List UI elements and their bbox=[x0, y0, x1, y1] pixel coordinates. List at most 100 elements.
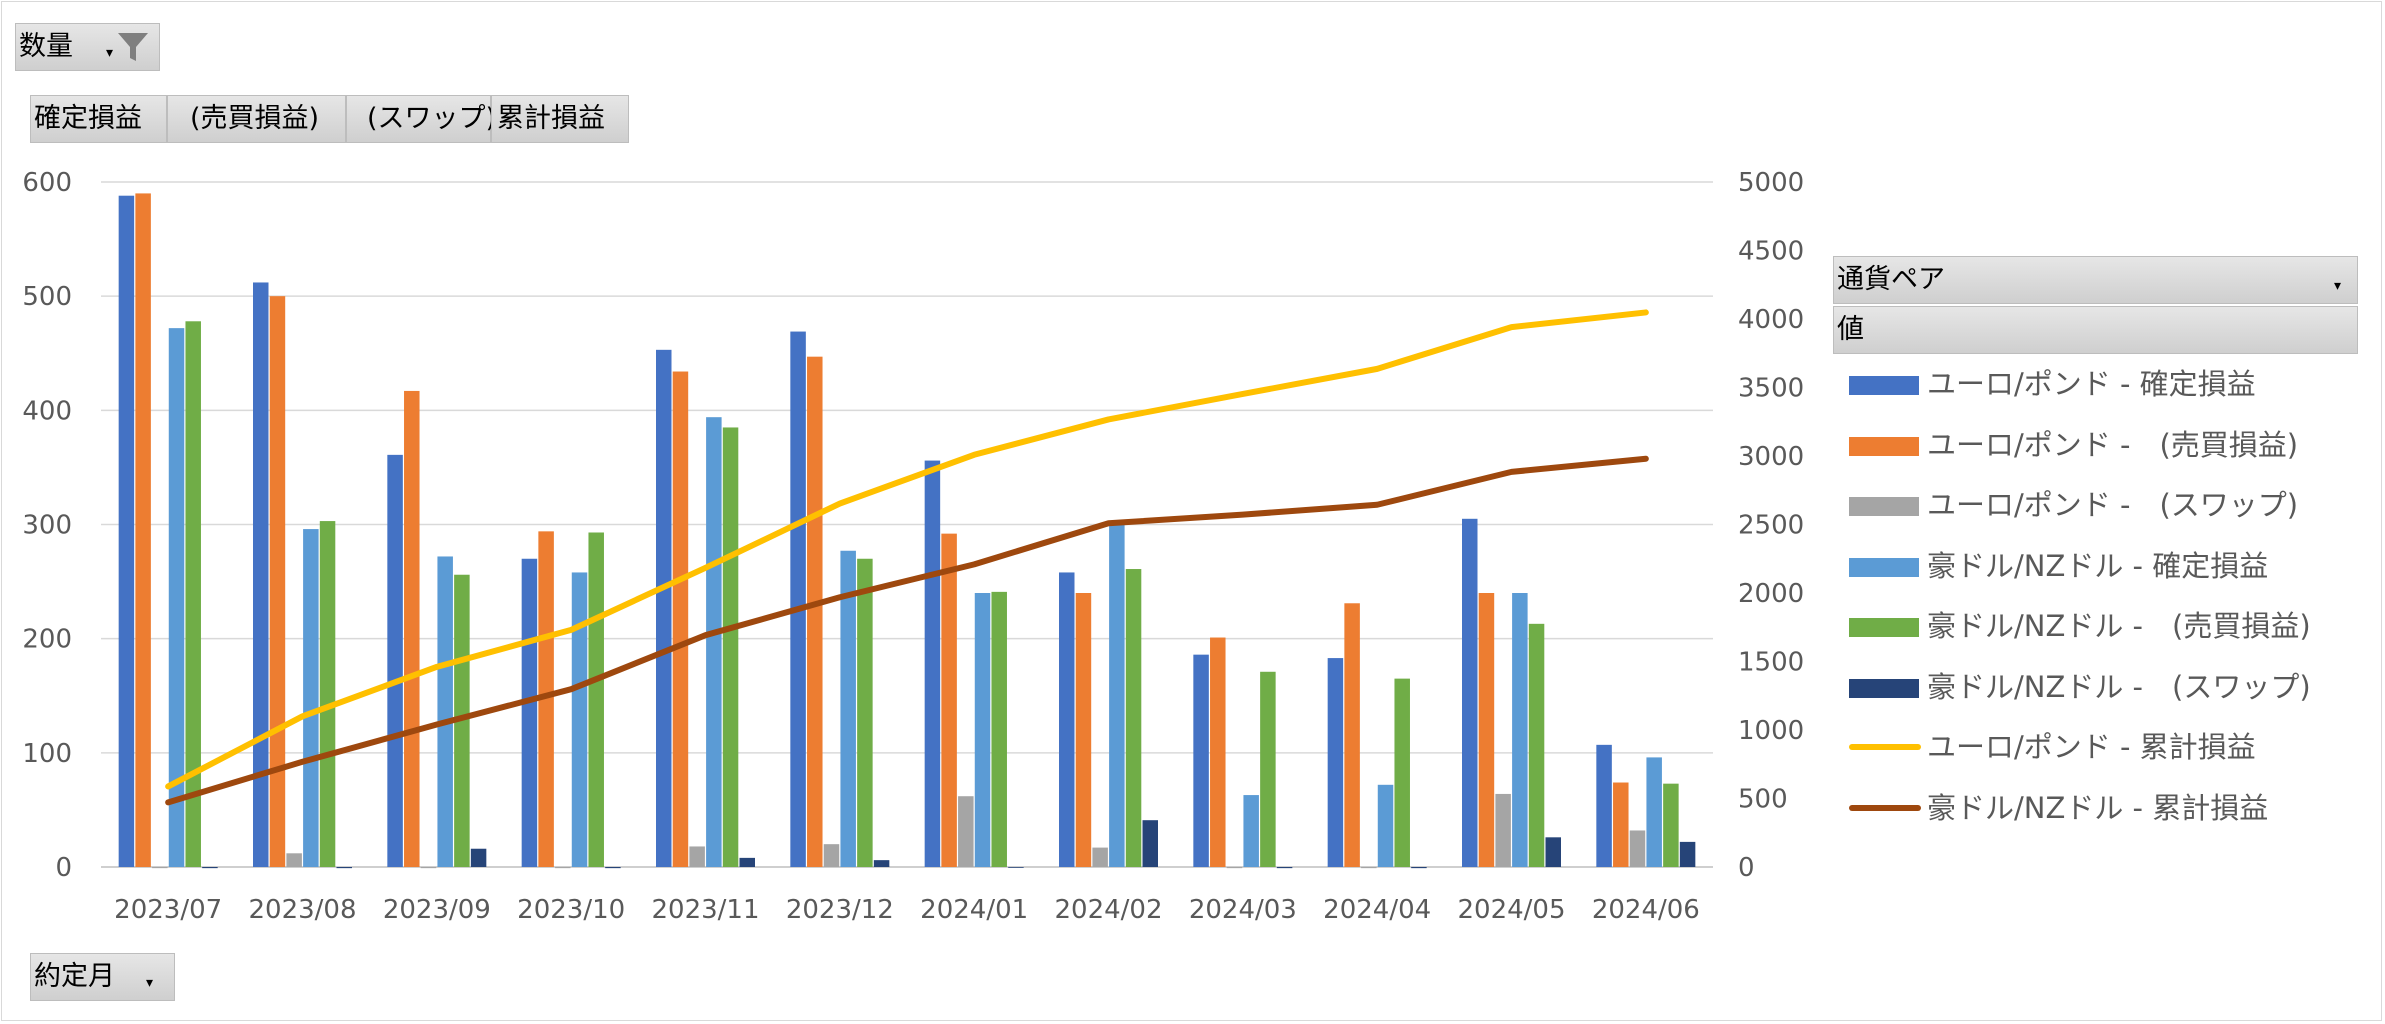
bar[interactable] bbox=[1596, 744, 1612, 867]
bar[interactable] bbox=[1243, 795, 1259, 867]
bar[interactable] bbox=[1059, 572, 1075, 867]
bar[interactable] bbox=[605, 867, 621, 869]
bar[interactable] bbox=[286, 853, 302, 867]
x-tick-label: 2024/05 bbox=[1457, 895, 1565, 925]
bar[interactable] bbox=[656, 349, 672, 867]
bar[interactable] bbox=[873, 860, 890, 867]
bar[interactable] bbox=[1377, 784, 1394, 867]
bar[interactable] bbox=[168, 328, 185, 868]
bar[interactable] bbox=[1260, 671, 1276, 867]
bar[interactable] bbox=[1613, 782, 1629, 867]
axis-field-button[interactable]: 約定月 ▾ bbox=[30, 953, 175, 1001]
bar[interactable] bbox=[1411, 867, 1427, 869]
bar[interactable] bbox=[118, 195, 135, 867]
bar[interactable] bbox=[974, 593, 991, 867]
bar[interactable] bbox=[1679, 841, 1696, 867]
bar[interactable] bbox=[253, 282, 269, 867]
bar[interactable] bbox=[1528, 623, 1545, 867]
bar[interactable] bbox=[689, 846, 705, 867]
bar[interactable] bbox=[1462, 518, 1478, 867]
bar[interactable] bbox=[840, 550, 856, 867]
bar[interactable] bbox=[1109, 524, 1125, 868]
bar[interactable] bbox=[706, 417, 722, 867]
bar[interactable] bbox=[807, 356, 823, 867]
x-tick-label: 2024/06 bbox=[1592, 895, 1700, 925]
bar[interactable] bbox=[1629, 830, 1646, 867]
bar[interactable] bbox=[1344, 603, 1360, 867]
bar[interactable] bbox=[319, 521, 336, 867]
bar[interactable] bbox=[1646, 757, 1662, 867]
bar[interactable] bbox=[437, 556, 453, 867]
bar[interactable] bbox=[1276, 867, 1293, 869]
bar[interactable] bbox=[1008, 867, 1024, 868]
filter-field-button[interactable]: 数量 ▾ bbox=[15, 23, 160, 71]
y2-tick-label: 4500 bbox=[1738, 237, 1804, 267]
legend-swatch bbox=[1849, 804, 1921, 811]
bar[interactable] bbox=[1327, 658, 1344, 867]
bar[interactable] bbox=[739, 857, 756, 867]
value-field-button-1[interactable]: (売買損益) bbox=[167, 95, 346, 143]
bar[interactable] bbox=[555, 867, 571, 869]
value-field-button-3[interactable]: 累計損益 bbox=[491, 95, 629, 143]
y2-tick-label: 500 bbox=[1738, 785, 1788, 815]
bar[interactable] bbox=[823, 844, 840, 867]
bar[interactable] bbox=[1663, 783, 1679, 867]
bar[interactable] bbox=[336, 867, 353, 869]
bar[interactable] bbox=[1361, 867, 1377, 869]
bar[interactable] bbox=[185, 321, 201, 867]
bar[interactable] bbox=[857, 558, 873, 867]
value-field-button-2[interactable]: (スワップ) bbox=[346, 95, 496, 143]
y2-tick-label: 0 bbox=[1738, 853, 1755, 883]
dropdown-arrow-icon: ▾ bbox=[2334, 278, 2342, 294]
legend-label: ユーロ/ポンド - 確定損益 bbox=[1927, 367, 2256, 401]
bar[interactable] bbox=[1075, 593, 1092, 867]
bar[interactable] bbox=[722, 427, 739, 867]
series-line[interactable] bbox=[165, 309, 1649, 790]
bar[interactable] bbox=[1545, 837, 1562, 867]
bar[interactable] bbox=[672, 371, 689, 867]
bar[interactable] bbox=[1394, 678, 1410, 867]
bar[interactable] bbox=[941, 533, 957, 867]
bar[interactable] bbox=[521, 558, 538, 867]
bar[interactable] bbox=[924, 460, 941, 867]
bar[interactable] bbox=[303, 529, 319, 867]
bar[interactable] bbox=[152, 867, 168, 869]
legend-label: ユーロ/ポンド - (スワップ) bbox=[1927, 488, 2299, 522]
y-tick-label: 200 bbox=[22, 625, 72, 655]
x-tick-label: 2023/10 bbox=[517, 895, 625, 925]
x-tick-label: 2023/09 bbox=[383, 895, 491, 925]
y2-tick-label: 4000 bbox=[1738, 305, 1804, 335]
legend-label: ユーロ/ポンド - 累計損益 bbox=[1927, 730, 2256, 764]
bar[interactable] bbox=[1226, 867, 1243, 869]
bar[interactable] bbox=[790, 331, 806, 867]
bar[interactable] bbox=[1142, 820, 1159, 867]
value-field-button-0[interactable]: 確定損益 bbox=[30, 95, 167, 143]
bar[interactable] bbox=[269, 296, 286, 868]
bar[interactable] bbox=[1210, 637, 1226, 867]
legend-field-button[interactable]: 通貨ペア ▾ bbox=[1833, 256, 2358, 304]
y-tick-label: 300 bbox=[22, 511, 72, 541]
bar[interactable] bbox=[420, 867, 437, 869]
bar[interactable] bbox=[470, 848, 487, 867]
dropdown-arrow-icon: ▾ bbox=[146, 975, 154, 991]
bar[interactable] bbox=[135, 193, 151, 867]
bar[interactable] bbox=[538, 531, 554, 867]
bar[interactable] bbox=[958, 796, 974, 867]
bar[interactable] bbox=[588, 532, 604, 867]
series-line[interactable] bbox=[165, 455, 1649, 806]
bar[interactable] bbox=[1092, 847, 1108, 867]
bar[interactable] bbox=[1512, 593, 1528, 867]
legend-label: 豪ドル/NZドル - (スワップ) bbox=[1927, 669, 2311, 704]
y-tick-label: 600 bbox=[22, 168, 72, 198]
bar[interactable] bbox=[1478, 593, 1495, 867]
bar[interactable] bbox=[571, 572, 588, 867]
bar[interactable] bbox=[1125, 569, 1142, 867]
bar[interactable] bbox=[1193, 654, 1209, 867]
bar[interactable] bbox=[1495, 793, 1511, 867]
bar[interactable] bbox=[404, 390, 420, 867]
x-tick-label: 2023/08 bbox=[248, 895, 356, 925]
bar[interactable] bbox=[202, 867, 218, 869]
bar[interactable] bbox=[387, 454, 403, 867]
legend-values-button[interactable]: 値 bbox=[1833, 306, 2358, 354]
bar[interactable] bbox=[991, 591, 1007, 867]
